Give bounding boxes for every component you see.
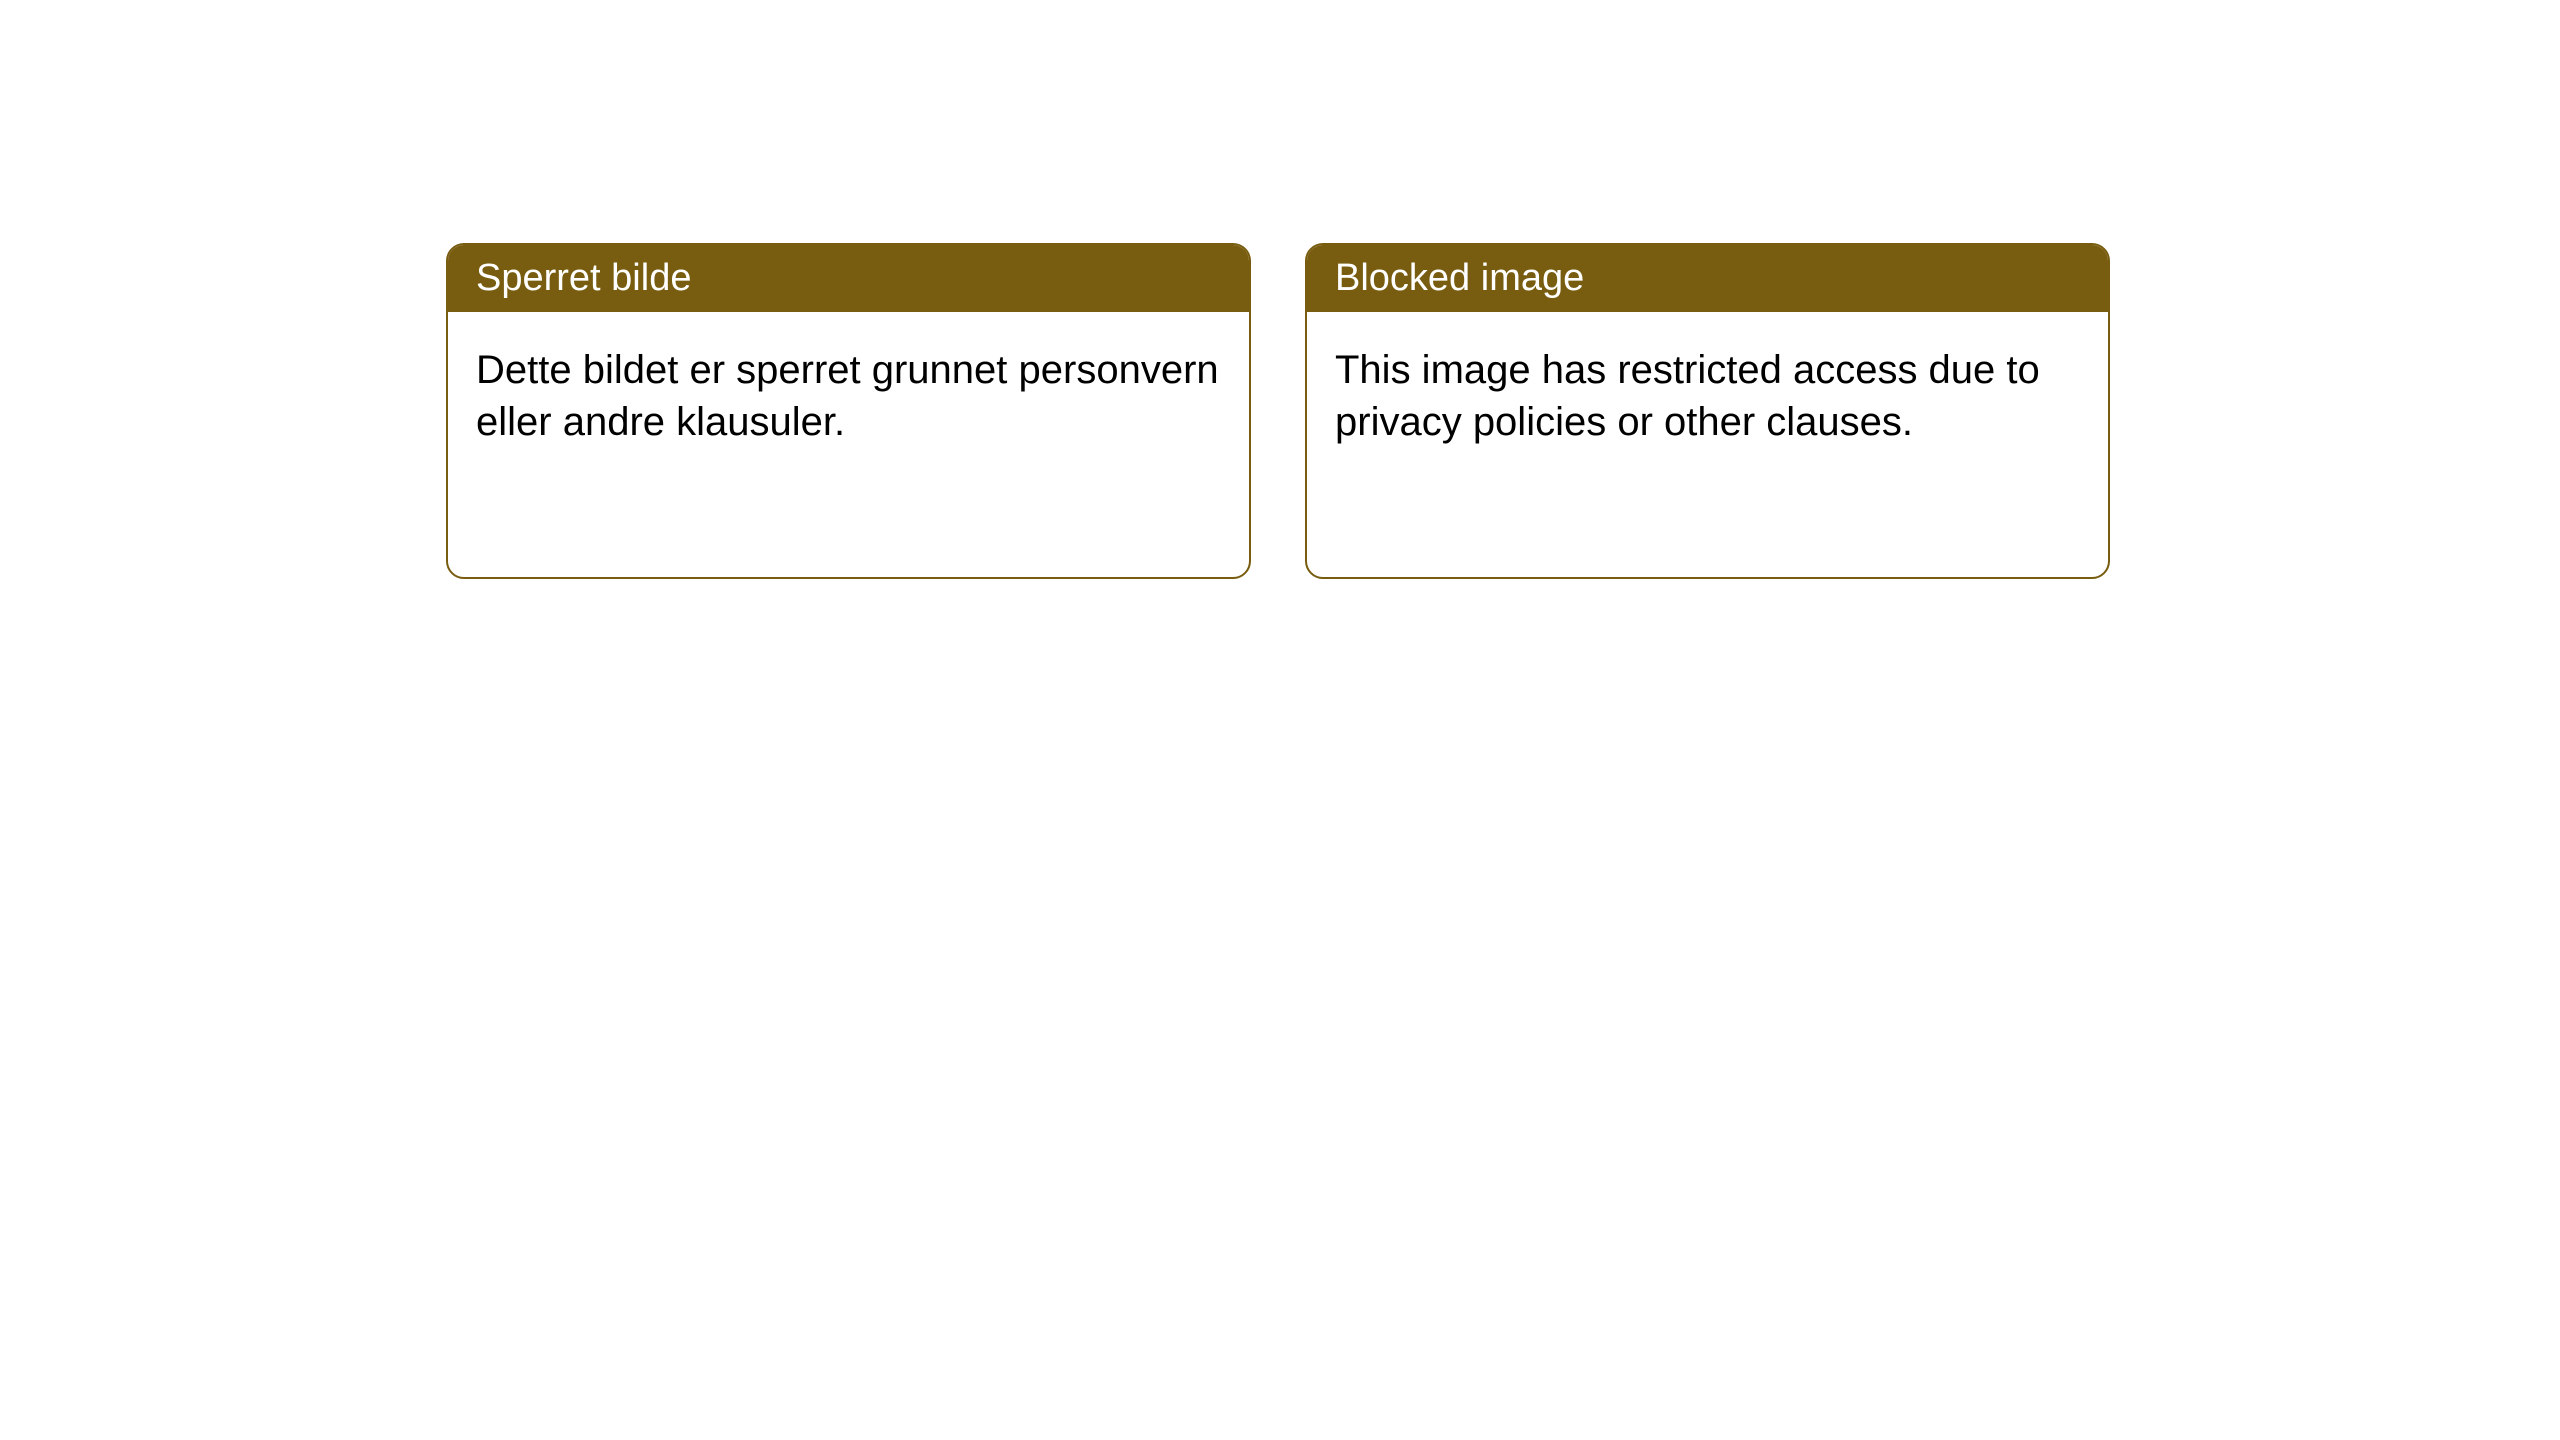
notice-title: Blocked image — [1335, 257, 1584, 299]
notice-card-norwegian: Sperret bilde Dette bildet er sperret gr… — [446, 243, 1251, 579]
notice-header: Sperret bilde — [448, 245, 1249, 312]
notice-container: Sperret bilde Dette bildet er sperret gr… — [0, 0, 2560, 579]
notice-card-english: Blocked image This image has restricted … — [1305, 243, 2110, 579]
notice-message: Dette bildet er sperret grunnet personve… — [476, 348, 1219, 444]
notice-body: Dette bildet er sperret grunnet personve… — [448, 312, 1249, 480]
notice-message: This image has restricted access due to … — [1335, 348, 2040, 444]
notice-body: This image has restricted access due to … — [1307, 312, 2108, 480]
notice-header: Blocked image — [1307, 245, 2108, 312]
notice-title: Sperret bilde — [476, 257, 691, 299]
